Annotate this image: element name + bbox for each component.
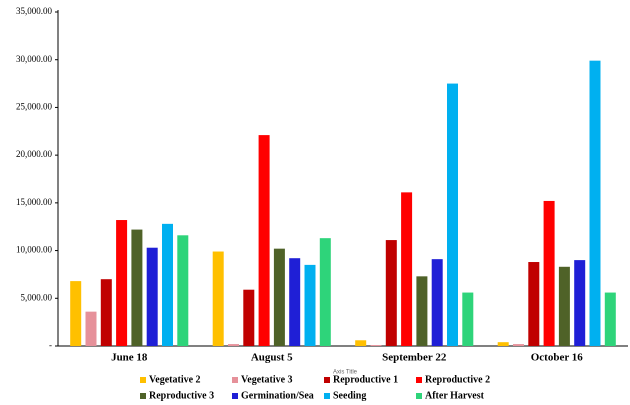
legend-swatch [140,393,146,399]
bar [604,292,616,346]
bar [401,192,413,346]
bar [85,311,97,346]
bar [497,342,509,346]
bar [513,344,524,346]
x-tick-label: June 18 [111,352,148,364]
bar [228,344,239,346]
bar [431,259,443,346]
bar [146,247,158,346]
bar [447,83,458,347]
legend-label: Seeding [333,390,366,401]
bar [370,345,382,346]
legend-swatch [232,393,238,399]
legend-label: Vegetative 2 [149,374,201,385]
legend-label: Reproductive 1 [333,374,398,385]
x-tick-label: October 16 [531,352,584,364]
legend-label: After Harvest [425,390,485,401]
bar [558,266,570,346]
legend-swatch [416,393,422,399]
bar [589,60,601,346]
legend-swatch [324,393,330,399]
bar [543,200,555,346]
legend-swatch [324,377,330,383]
y-tick-label: 35,000.00 [16,6,53,16]
x-tick-label: August 5 [251,352,293,364]
bar [289,258,301,346]
y-tick-label: 20,000.00 [16,149,53,159]
legend-swatch [416,377,422,383]
legend-swatch [232,377,238,383]
y-tick-label: 30,000.00 [16,54,53,64]
bar [574,260,586,346]
bar [416,276,428,346]
y-tick-label: 15,000.00 [16,197,53,207]
bar [319,238,331,346]
bar [177,235,189,346]
y-tick-label: - [49,340,52,350]
bar [304,264,316,346]
x-tick-label: September 22 [382,352,447,364]
legend-label: Vegetative 3 [241,374,293,385]
bar [131,229,143,346]
bar [385,240,397,346]
y-tick-label: 10,000.00 [16,245,53,255]
bar [355,340,367,346]
bar [243,289,255,346]
legend-label: Germination/Sea [241,390,314,401]
x-axis-title: Axis Title [333,370,358,376]
legend-label: Reproductive 3 [149,390,214,401]
bar [258,135,270,346]
bar [70,281,82,346]
bar [116,220,128,346]
bar [462,292,474,346]
bar [528,262,540,346]
bar [100,279,112,346]
bar [212,251,224,346]
bar [273,248,285,346]
legend-swatch [140,377,146,383]
bar [162,223,173,346]
legend-label: Reproductive 2 [425,374,490,385]
y-tick-label: 5,000.00 [21,292,53,302]
y-tick-label: 25,000.00 [16,101,53,111]
